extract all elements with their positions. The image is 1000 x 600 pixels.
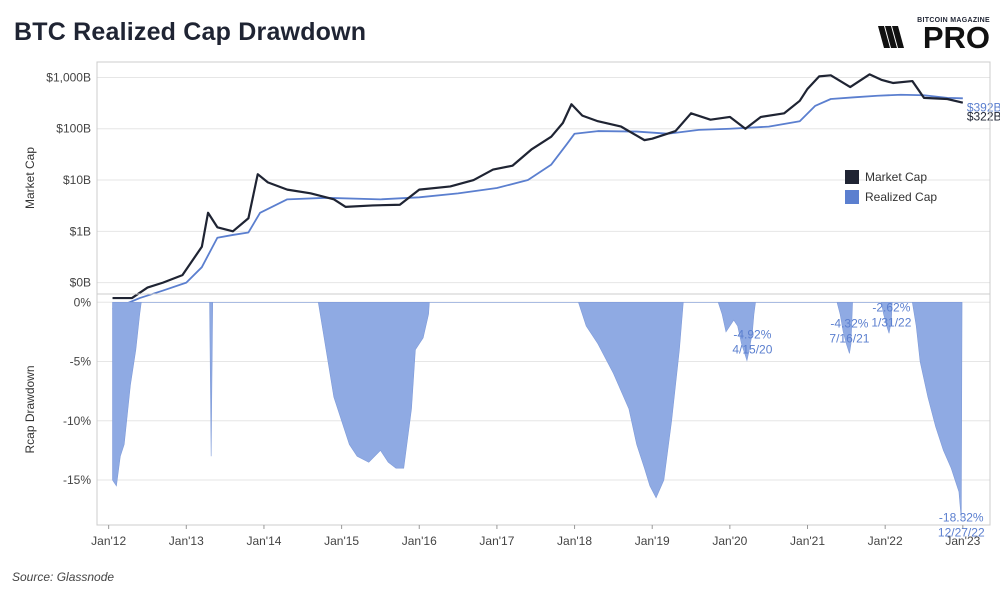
x-axis-tick-label: Jan'19 [635,534,670,548]
drawdown-annotation-pct: -4.92% [733,328,771,342]
market-cap-tick-label: $1,000B [46,70,91,84]
drawdown-annotation-date: 12/27/22 [938,525,985,539]
x-axis-tick-label: Jan'17 [479,534,514,548]
market-cap-axis-title: Market Cap [23,147,37,209]
drawdown-annotation-pct: -18.32% [939,510,984,524]
drawdown-tick-label: -5% [70,355,92,369]
x-axis-tick-label: Jan'20 [712,534,747,548]
realized-cap-line [112,93,963,311]
drawdown-axis-title: Rcap Drawdown [23,365,37,453]
drawdown-panel [112,301,963,520]
market-cap-line [112,73,964,300]
chart-title: BTC Realized Cap Drawdown [14,18,367,46]
x-axis-tick-label: Jan'12 [91,534,126,548]
logo-top-text: BITCOIN MAGAZINE [917,17,990,24]
annotations-layer: -4.92%4/15/20 -4.32%7/16/21 -2.62%1/31/22 -… [732,300,985,539]
drawdown-area [112,301,963,520]
legend: Market Cap Realized Cap [845,170,937,204]
drawdown-annotation-date: 1/31/22 [871,315,911,329]
x-axis-tick-label: Jan'21 [790,534,825,548]
market-cap-tick-label: $1B [70,224,91,238]
legend-realized-cap-swatch [845,190,859,204]
source-note: Source: Glassnode [12,570,115,584]
drawdown-tick-label: -10% [63,414,91,428]
market-cap-panel: $392B$322B [112,73,1000,311]
x-axis-tick-label: Jan'14 [246,534,281,548]
legend-market-cap-label: Market Cap [865,170,927,184]
legend-realized-cap-label: Realized Cap [865,190,937,204]
drawdown-annotation-pct: -4.32% [830,316,868,330]
drawdown-tick-label: 0% [74,295,92,309]
x-axis-tick-label: Jan'16 [402,534,437,548]
market-cap-tick-label: $10B [63,173,91,187]
drawdown-annotation-date: 4/15/20 [732,343,772,357]
realized-cap-end-label: $392B [967,100,1000,114]
x-axis-tick-label: Jan'13 [169,534,204,548]
x-axis-tick-label: Jan'18 [557,534,592,548]
bitcoin-magazine-stripes-icon [878,26,904,48]
market-cap-tick-label: $0B [70,276,91,290]
grid-layer [97,76,990,481]
x-axis-tick-label: Jan'22 [868,534,903,548]
drawdown-annotation-pct: -2.62% [872,300,910,314]
market-cap-end-label: $322B [967,110,1000,124]
market-cap-tick-label: $100B [56,122,91,136]
drawdown-annotation-date: 7/16/21 [829,331,869,345]
drawdown-tick-label: -15% [63,473,91,487]
x-axis-tick-label: Jan'23 [945,534,980,548]
bitcoin-magazine-pro-logo: BITCOIN MAGAZINE PRO [878,14,990,54]
legend-market-cap-swatch [845,170,859,184]
drawdown-panel-frame [96,293,991,526]
x-axis-tick-label: Jan'15 [324,534,359,548]
logo-main-text: PRO [922,20,990,55]
axes-layer: $0B $1B $10B $100B $1,000B Market Cap 0% -5% -10… [23,61,991,548]
